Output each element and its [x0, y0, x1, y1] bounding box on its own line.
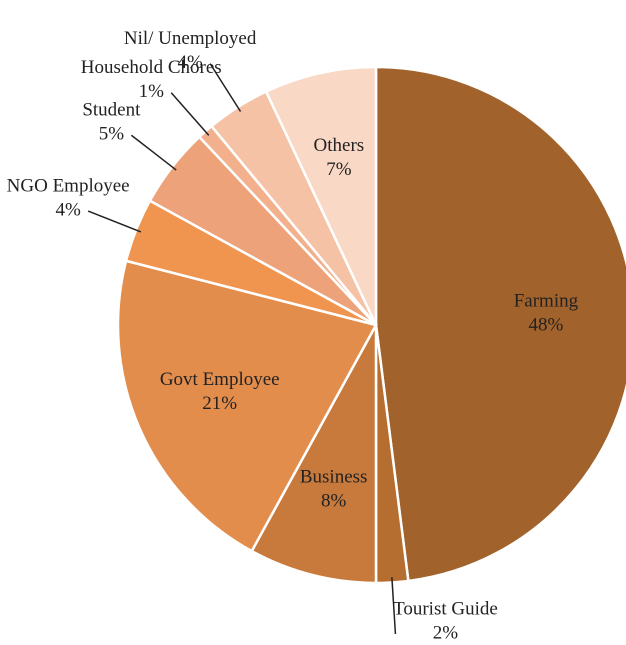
- slice-value-label: 7%: [326, 159, 352, 180]
- slice-label: Student: [82, 100, 141, 121]
- slice-value-label: 48%: [529, 315, 564, 336]
- slice-value-label: 2%: [433, 622, 459, 643]
- leader-line: [209, 63, 242, 112]
- leader-line: [170, 92, 210, 136]
- pie-slice: [250, 324, 378, 585]
- leader-line: [87, 210, 142, 233]
- slice-label: Others: [314, 135, 365, 156]
- slice-value-label: 1%: [139, 81, 165, 102]
- slice-label: Tourist Guide: [393, 598, 498, 619]
- slice-label: Household Chores: [81, 57, 222, 78]
- slice-label: NGO Employee: [7, 175, 130, 196]
- slice-value-label: 4%: [177, 52, 203, 73]
- slice-value-label: 21%: [202, 393, 237, 414]
- leader-line: [130, 134, 177, 171]
- slice-value-label: 8%: [321, 490, 347, 511]
- slice-value-label: 5%: [99, 124, 125, 145]
- slice-label: Nil/ Unemployed: [124, 28, 257, 49]
- leader-line: [391, 577, 397, 635]
- slice-label: Govt Employee: [160, 369, 280, 390]
- slice-label: Business: [300, 466, 368, 487]
- pie-slice: [116, 259, 378, 553]
- slice-label: Farming: [514, 291, 579, 312]
- slice-value-label: 4%: [55, 199, 81, 220]
- pie-slice: [374, 65, 626, 583]
- pie-slice: [264, 65, 378, 326]
